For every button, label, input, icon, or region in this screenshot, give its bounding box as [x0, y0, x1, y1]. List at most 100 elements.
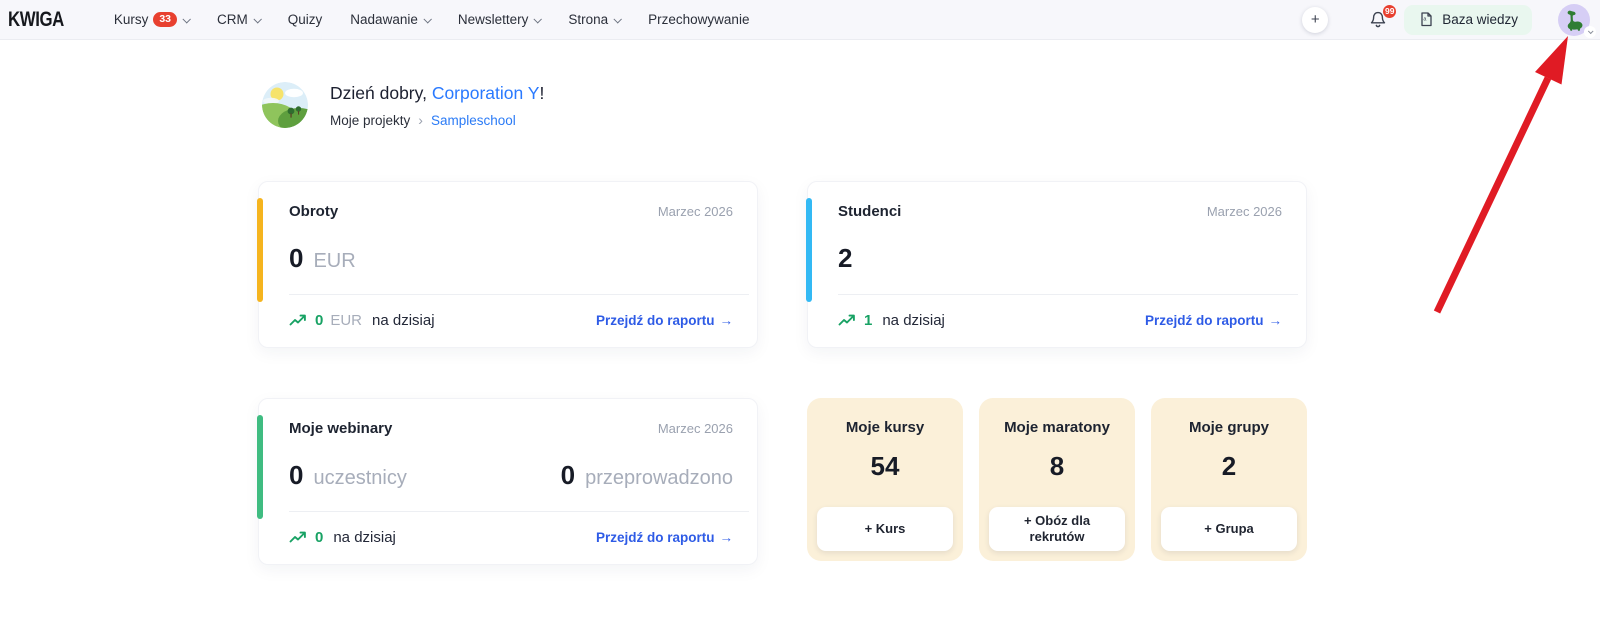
nav-item-kursy[interactable]: Kursy 33 — [114, 12, 191, 27]
today-value: 1 — [864, 311, 873, 329]
kwiga-logo[interactable]: KWIGA — [8, 7, 64, 31]
arrow-right-icon: → — [719, 529, 734, 545]
today-stat: 1 na dzisiaj — [838, 312, 945, 329]
nav-item-label: CRM — [217, 12, 248, 27]
today-unit: EUR — [330, 311, 363, 329]
quick-card-title: Moje kursy — [845, 419, 925, 436]
card-period: Marzec 2026 — [657, 421, 733, 436]
nav-item-newslettery[interactable]: Newslettery — [457, 12, 543, 27]
dinosaur-icon — [1567, 10, 1583, 31]
nav-item-przechowywanie[interactable]: Przechowywanie — [648, 12, 749, 27]
my-courses-card: Moje kursy 54 + Kurs — [807, 398, 963, 561]
card-title: Moje webinary — [289, 420, 393, 437]
today-value: 0 — [315, 311, 324, 329]
trend-up-icon — [289, 314, 306, 326]
nav-item-crm[interactable]: CRM — [217, 12, 262, 27]
metric-label: przeprowadzono — [585, 467, 733, 489]
students-card: Studenci Marzec 2026 2 1 na dzisiaj Prze… — [806, 181, 1307, 348]
arrow-right-icon: → — [719, 312, 734, 328]
metric-value: 2 — [838, 243, 853, 273]
chevron-down-icon — [1584, 25, 1596, 38]
nav-item-label: Newslettery — [457, 12, 529, 27]
metric-label: uczestnicy — [313, 467, 407, 489]
page-title: Dzień dobry, Corporation Y! — [330, 83, 544, 104]
revenue-card: Obroty Marzec 2026 0 EUR 0 EUR na dzisia… — [257, 181, 758, 348]
landscape-avatar-image — [262, 82, 308, 128]
greeting-section: Dzień dobry, Corporation Y! Moje projekt… — [262, 82, 544, 128]
add-bootcamp-button[interactable]: + Obóz dla rekrutów — [989, 507, 1125, 551]
quick-card-value: 2 — [1221, 451, 1237, 481]
my-groups-card: Moje grupy 2 + Grupa — [1151, 398, 1307, 561]
metric-value: 0 — [289, 460, 304, 490]
divider — [838, 294, 1298, 295]
go-to-report-link[interactable]: Przejdź do raportu → — [595, 529, 734, 545]
project-avatar — [262, 82, 308, 128]
nav-item-label: Quizy — [287, 12, 323, 27]
card-period: Marzec 2026 — [657, 204, 733, 219]
today-value: 0 — [315, 528, 324, 546]
add-group-button[interactable]: + Grupa — [1161, 507, 1297, 551]
knowledge-base-label: Baza wiedzy — [1442, 12, 1518, 27]
nav-item-label: Nadawanie — [350, 12, 418, 27]
divider — [289, 294, 749, 295]
chevron-down-icon — [423, 14, 432, 24]
participants-metric: 0 uczestnicy — [289, 460, 407, 491]
go-to-report-link[interactable]: Przejdź do raportu → — [1144, 312, 1283, 328]
trend-up-icon — [289, 531, 306, 543]
add-button[interactable]: + — [1302, 6, 1329, 33]
plus-icon: + — [1310, 11, 1320, 28]
svg-text:a: a — [1424, 17, 1428, 23]
go-to-report-link[interactable]: Przejdź do raportu → — [595, 312, 734, 328]
revenue-metric: 0 EUR — [289, 243, 356, 274]
user-avatar — [1558, 3, 1590, 36]
nav-item-strona[interactable]: Strona — [568, 12, 623, 27]
main-menu: Kursy 33 CRM Quizy Nadawanie Newslettery… — [114, 12, 750, 27]
arrow-right-icon: → — [1268, 312, 1283, 328]
card-accent-bar — [806, 198, 812, 302]
quick-card-title: Moje maratony — [1004, 419, 1110, 436]
card-title: Obroty — [289, 203, 339, 220]
today-stat: 0 na dzisiaj — [289, 529, 396, 546]
quick-card-title: Moje grupy — [1188, 419, 1269, 436]
my-marathons-card: Moje maratony 8 + Obóz dla rekrutów — [979, 398, 1135, 561]
greeting-suffix: ! — [539, 83, 545, 103]
notifications-count-badge: 99 — [1382, 3, 1398, 19]
notifications-button[interactable]: 99 — [1368, 3, 1398, 30]
greeting-text-block: Dzień dobry, Corporation Y! Moje projekt… — [330, 82, 544, 128]
divider — [289, 511, 749, 512]
topbar-actions: + 99 a Baza wiedzy — [1302, 3, 1596, 38]
breadcrumb-separator: › — [418, 112, 423, 128]
chevron-down-icon — [182, 14, 191, 24]
chevron-down-icon — [533, 14, 543, 24]
students-metric: 2 — [838, 243, 852, 274]
webinars-card: Moje webinary Marzec 2026 0 uczestnicy 0… — [257, 398, 758, 565]
top-navbar: KWIGA Kursy 33 CRM Quizy Nadawanie Newsl… — [0, 0, 1600, 40]
breadcrumb-projects-link[interactable]: Moje projekty — [330, 112, 411, 128]
greeting-prefix: Dzień dobry, — [330, 83, 432, 103]
nav-item-quizy[interactable]: Quizy — [288, 12, 323, 27]
account-name-link[interactable]: Corporation Y — [431, 83, 540, 103]
quick-card-value: 54 — [870, 451, 900, 481]
nav-item-nadawanie[interactable]: Nadawanie — [350, 12, 432, 27]
nav-item-label: Przechowywanie — [648, 12, 750, 27]
trend-up-icon — [838, 314, 855, 326]
user-menu-button[interactable] — [1558, 3, 1596, 38]
metric-unit: EUR — [313, 250, 356, 272]
card-accent-bar — [257, 198, 263, 302]
today-label: na dzisiaj — [372, 311, 435, 329]
today-stat: 0 EUR na dzisiaj — [289, 312, 435, 329]
card-period: Marzec 2026 — [1206, 204, 1282, 219]
card-accent-bar — [257, 415, 263, 519]
today-label: na dzisiaj — [333, 528, 396, 546]
add-course-button[interactable]: + Kurs — [817, 507, 953, 551]
document-icon: a — [1421, 12, 1432, 27]
metric-value: 0 — [289, 243, 304, 273]
conducted-metric: 0 przeprowadzono — [561, 460, 733, 491]
card-title: Studenci — [838, 203, 902, 220]
knowledge-base-button[interactable]: a Baza wiedzy — [1404, 4, 1532, 35]
breadcrumb-current-link[interactable]: Sampleschool — [430, 112, 516, 128]
nav-item-label: Strona — [568, 12, 609, 27]
metric-value: 0 — [560, 460, 576, 490]
chevron-down-icon — [253, 14, 262, 24]
